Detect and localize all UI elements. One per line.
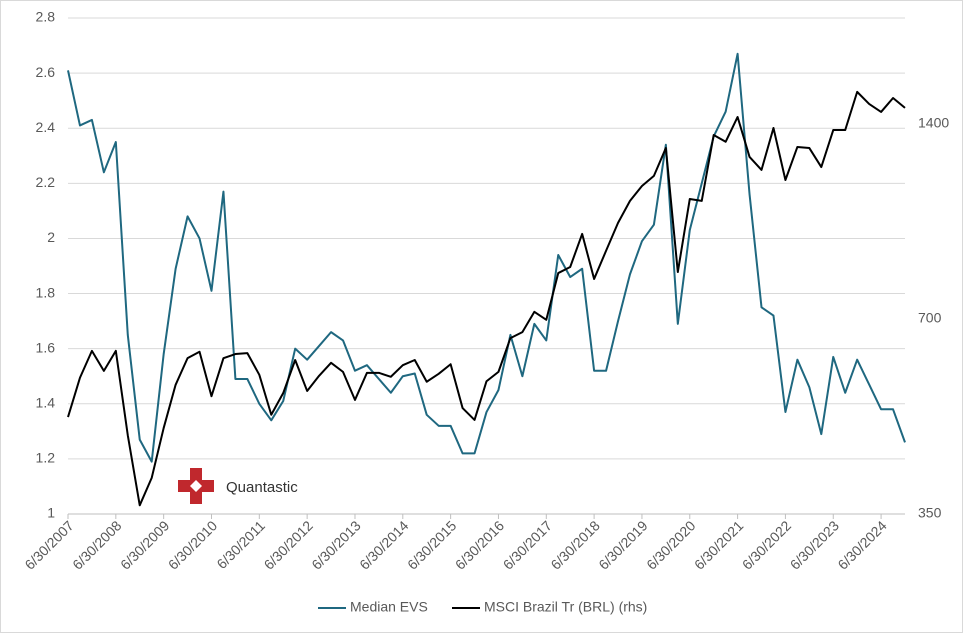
- logo-icon-cut: [190, 480, 202, 492]
- y-tick-label: 2.6: [36, 64, 56, 80]
- y-tick-label: 1: [47, 505, 55, 521]
- y-tick-label: 1.8: [36, 284, 56, 300]
- y2-tick-label: 350: [918, 505, 942, 521]
- y2-tick-label: 1400: [918, 115, 949, 131]
- series-line: [67, 52, 906, 463]
- y-tick-label: 2.2: [36, 174, 56, 190]
- logo: Quantastic: [178, 468, 298, 504]
- y-tick-label: 1.4: [36, 394, 56, 410]
- y-tick-label: 1.6: [36, 339, 56, 355]
- y-tick-label: 2.8: [36, 9, 56, 25]
- legend-label: Median EVS: [350, 599, 428, 615]
- y-tick-label: 2.4: [36, 119, 56, 135]
- series-line: [67, 90, 906, 507]
- y-tick-label: 2: [47, 229, 55, 245]
- logo-text: Quantastic: [226, 479, 298, 496]
- legend-label: MSCI Brazil Tr (BRL) (rhs): [484, 599, 647, 615]
- y2-tick-label: 700: [918, 310, 942, 326]
- y-tick-label: 1.2: [36, 450, 56, 466]
